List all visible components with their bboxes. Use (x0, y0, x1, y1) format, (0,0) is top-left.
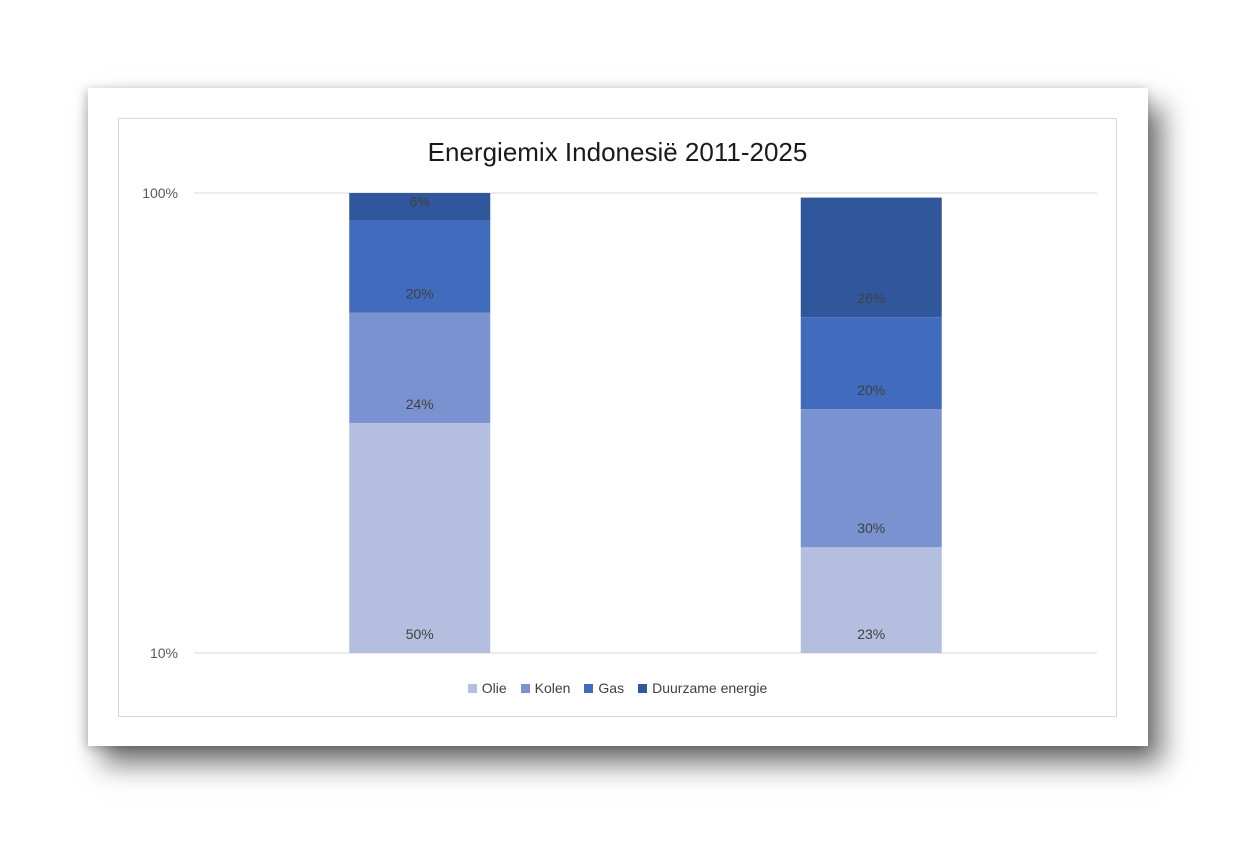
bar-segment (349, 423, 491, 653)
legend-label: Gas (598, 680, 625, 696)
legend-label: Duurzame energie (652, 680, 768, 696)
data-label: 26% (857, 290, 885, 306)
data-label: 20% (406, 286, 434, 302)
data-label: 20% (857, 382, 885, 398)
legend-swatch (467, 683, 477, 693)
legend-swatch (638, 683, 648, 693)
chart-title: Energiemix Indonesië 2011-2025 (427, 137, 808, 167)
data-label: 23% (857, 626, 885, 642)
legend-item: Duurzame energie (638, 680, 767, 696)
bar-segment (349, 220, 491, 313)
legend-item: Olie (467, 680, 507, 696)
y-tick-label: 100% (142, 185, 178, 201)
y-tick-label: 10% (150, 645, 178, 661)
legend-label: Olie (481, 680, 507, 696)
legend-swatch (520, 683, 530, 693)
chart-card: Energiemix Indonesië 2011-2025 100% 10% 50… (88, 88, 1148, 746)
legend: Olie Kolen Gas Duurzame energie (119, 680, 1116, 696)
data-label: 30% (857, 520, 885, 536)
legend-swatch (584, 683, 594, 693)
bar-segment (800, 409, 942, 548)
data-label: 24% (406, 396, 434, 412)
data-label: 50% (406, 626, 434, 642)
plot-area: 100% 10% 50% 24% 20% 6% 23% 30% 20% 26% (142, 185, 1097, 661)
bar-segment (800, 197, 942, 318)
bar-segment (349, 193, 491, 221)
legend-label: Kolen (534, 680, 571, 696)
legend-item: Kolen (520, 680, 571, 696)
chart-area: Energiemix Indonesië 2011-2025 100% 10% 50… (118, 118, 1117, 717)
bar-segment (349, 312, 491, 423)
bar-segment (800, 317, 942, 410)
data-label: 6% (410, 194, 430, 210)
legend-item: Gas (584, 680, 624, 696)
bar-segment (800, 547, 942, 653)
